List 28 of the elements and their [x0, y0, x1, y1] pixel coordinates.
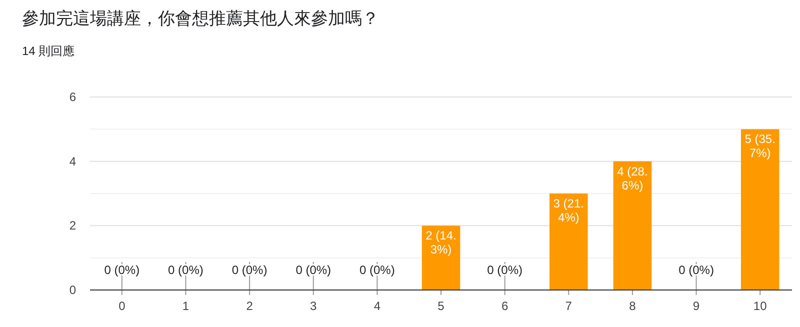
x-tick-label: 0 [118, 299, 126, 313]
data-label: 0 (0%) [104, 263, 140, 277]
x-tick-label: 5 [438, 299, 445, 313]
data-label: 0 (0%) [678, 263, 714, 277]
y-tick-label: 2 [69, 218, 76, 233]
x-tick-label: 8 [629, 299, 636, 313]
x-tick-label: 9 [692, 299, 700, 313]
data-label: 0 (0%) [168, 263, 204, 277]
data-label: 0 (0%) [296, 263, 332, 277]
title: 參加完這場講座，你會想推薦其他人來參加嗎？ [22, 9, 379, 28]
data-label: 2 (14.3%) [426, 228, 456, 257]
x-tick-label: 3 [310, 299, 318, 313]
data-label: 0 (0%) [360, 263, 395, 277]
x-tick-label: 10 [753, 299, 768, 313]
x-tick-label: 7 [565, 299, 572, 313]
x-tick-label: 4 [374, 299, 381, 313]
y-tick-label: 6 [69, 90, 76, 104]
x-tick-label: 2 [246, 299, 254, 313]
data-label: 0 (0%) [232, 263, 268, 277]
data-label: 4 (28.6%) [617, 164, 648, 192]
data-label: 5 (35.7%) [744, 132, 776, 160]
x-tick-label: 6 [501, 299, 508, 313]
x-tick-label: 1 [182, 299, 190, 313]
data-label: 0 (0%) [487, 263, 522, 277]
subtitle: 14 則回應 [22, 44, 75, 58]
y-tick-label: 4 [69, 154, 76, 168]
data-label: 3 (21.4%) [553, 196, 584, 224]
y-tick-label: 0 [69, 283, 76, 297]
